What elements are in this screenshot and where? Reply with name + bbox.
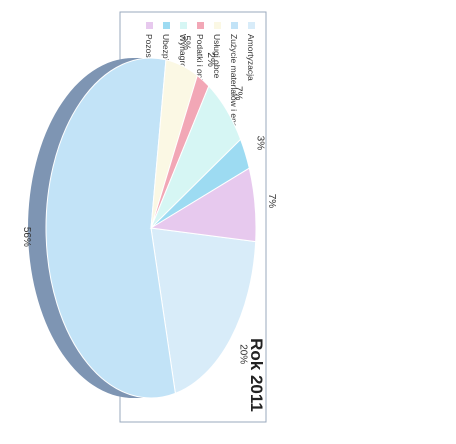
- legend-swatch-uslugi-obce: [214, 22, 221, 29]
- data-label-zuzycie-materialow-i-energii: 56%: [21, 227, 32, 247]
- legend-swatch-wynagrodzenia: [180, 22, 187, 29]
- data-label-amortyzacja: 20%: [237, 344, 248, 364]
- data-label-podatki-i-oplaty: 2%: [205, 52, 216, 67]
- legend-swatch-pozostale-koszty-rodzajowe: [146, 22, 153, 29]
- chart-title: Rok 2011: [247, 338, 266, 412]
- data-label-wynagrodzenia: 7%: [232, 86, 243, 101]
- data-label-ubezpieczenia-spoleczne-i-inne-swiadczenia: 3%: [255, 136, 266, 151]
- legend-swatch-amortyzacja: [248, 22, 255, 29]
- data-label-uslugi-obce: 5%: [180, 35, 191, 50]
- legend-swatch-zuzycie-materialow-i-energii: [231, 22, 238, 29]
- legend-swatch-podatki-i-oplaty: [197, 22, 204, 29]
- legend-swatch-ubezpieczenia-spoleczne-i-inne-swiadczenia: [163, 22, 170, 29]
- legend-label-amortyzacja: Amortyzacja: [246, 34, 256, 81]
- data-label-pozostale-koszty-rodzajowe: 7%: [266, 194, 277, 209]
